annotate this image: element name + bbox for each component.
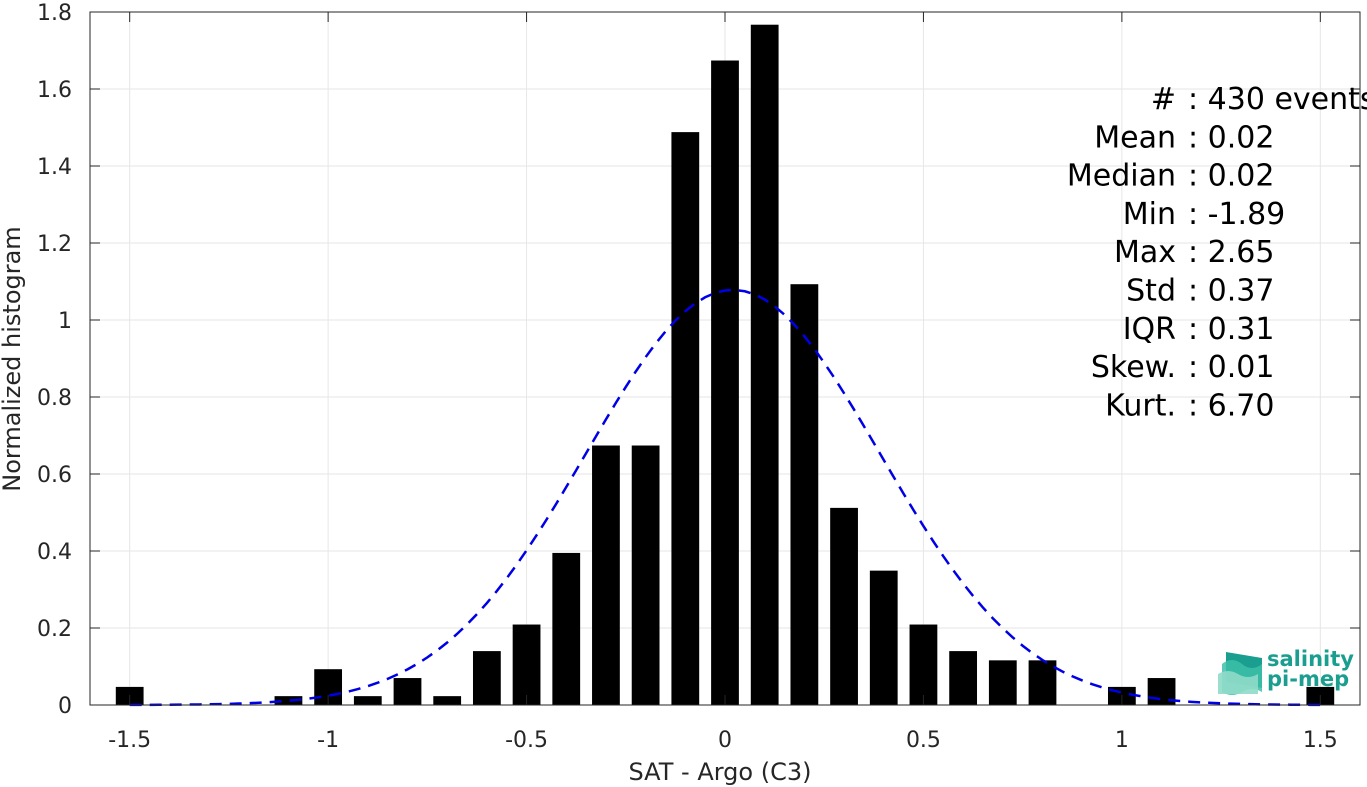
histogram-bar (790, 284, 819, 705)
y-tick-label: 1.2 (37, 232, 72, 257)
logo-icon (1218, 652, 1262, 695)
y-tick-label: 1 (58, 309, 72, 334)
y-tick-label: 0.6 (37, 463, 72, 488)
stat-value: : -1.89 (1188, 197, 1285, 232)
y-tick-label: 1.8 (37, 1, 72, 26)
stat-label: Max (1114, 235, 1176, 270)
axes (89, 11, 1361, 706)
logo-text-pi-mep: pi-mep (1267, 667, 1349, 691)
histogram-bar (631, 445, 660, 705)
histogram-bars (115, 24, 1335, 705)
stat-label: Mean (1094, 120, 1176, 155)
histogram-bar (711, 60, 739, 705)
histogram-bar (830, 507, 858, 705)
histogram-bar (552, 552, 581, 705)
x-tick-label: -1.5 (108, 728, 151, 753)
stats-annotation: # : 430 events Mean : 0.02 Median : 0.02 Min : … (1067, 82, 1367, 423)
histogram-bar (750, 24, 779, 705)
stat-value: : 0.02 (1188, 120, 1274, 155)
stat-label: Median (1067, 159, 1176, 194)
logo-text-salinity: salinity (1267, 647, 1354, 671)
histogram-bar (472, 651, 501, 705)
histogram-bar (869, 570, 898, 705)
x-tick-label: 0 (718, 728, 732, 753)
histogram-bar (393, 678, 422, 705)
stat-label: IQR (1123, 312, 1176, 347)
histogram-bar (433, 696, 462, 705)
histogram-bar (949, 651, 978, 705)
y-tick-label: 0 (58, 694, 72, 719)
stat-value: : 0.01 (1188, 350, 1274, 385)
stat-label: Skew. (1091, 350, 1176, 385)
stat-label: # (1151, 82, 1176, 117)
stat-value: : 0.02 (1188, 159, 1274, 194)
stat-value: : 0.31 (1188, 312, 1274, 347)
salinity-pi-mep-logo: salinity pi-mep (1218, 647, 1354, 695)
histogram-bar (909, 624, 938, 705)
histogram-bar (353, 696, 382, 705)
y-tick-label: 0.4 (37, 540, 72, 565)
x-tick-label: 1 (1115, 728, 1129, 753)
y-tick-label: 0.2 (37, 617, 72, 642)
x-tick-label: -0.5 (505, 728, 548, 753)
stat-label: Std (1126, 274, 1176, 309)
histogram-bar (671, 132, 700, 705)
y-tick-label: 1.6 (37, 78, 72, 103)
y-tick-label: 1.4 (37, 155, 72, 180)
histogram-bar (988, 660, 1017, 705)
y-tick-label: 0.8 (37, 386, 72, 411)
stat-value: : 430 events (1188, 82, 1367, 117)
y-axis-label: Normalized histogram (0, 226, 26, 491)
stat-label: Kurt. (1105, 388, 1176, 423)
tick-labels: -1.5 -1 -0.5 0 0.5 1 1.5 0 0.2 0.4 0.6 0.8 1 1.2 1.4 1.… (37, 1, 1338, 753)
x-tick-label: 1.5 (1303, 728, 1338, 753)
x-tick-label: 0.5 (906, 728, 941, 753)
x-axis-label: SAT - Argo (C3) (629, 758, 812, 786)
histogram-bar (274, 696, 303, 705)
histogram-bar (512, 624, 541, 705)
normal-fit (129, 288, 1321, 707)
gaussian-fit-line (129, 288, 1321, 707)
stat-value: : 2.65 (1188, 235, 1274, 270)
stat-value: : 6.70 (1188, 388, 1274, 423)
x-tick-label: -1 (317, 728, 339, 753)
histogram-bar (592, 445, 620, 705)
stat-label: Min (1123, 197, 1176, 232)
stat-value: : 0.37 (1188, 274, 1274, 309)
histogram-bar (1028, 660, 1057, 705)
